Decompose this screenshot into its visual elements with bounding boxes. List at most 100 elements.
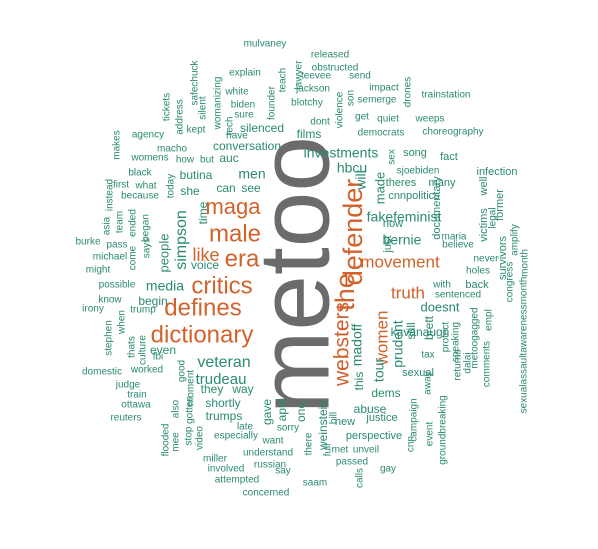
word-metoogagged: metoogagged xyxy=(470,307,481,368)
word-domestic: domestic xyxy=(82,367,122,378)
word-irony: irony xyxy=(82,304,104,315)
word-burke: burke xyxy=(75,237,100,248)
word-silenced: silenced xyxy=(240,121,284,135)
word-explain: explain xyxy=(229,68,261,79)
word-met: met xyxy=(332,445,349,456)
word-will: will xyxy=(353,170,369,190)
word-fact: fact xyxy=(440,151,458,163)
word-bill: bill xyxy=(329,412,340,424)
word-gay: gay xyxy=(380,464,396,475)
word-mulvaney: mulvaney xyxy=(244,39,287,50)
word-men: men xyxy=(238,166,265,182)
word-today: today xyxy=(166,174,177,198)
word-critics: critics xyxy=(191,272,252,299)
word-good: good xyxy=(177,360,188,382)
word-fakefeminist: fakefeminist xyxy=(367,209,442,225)
word-websters: websters xyxy=(331,302,354,387)
word-dictionary: dictionary xyxy=(151,321,254,348)
word-saam: saam xyxy=(303,478,327,489)
word-impact: impact xyxy=(369,83,399,94)
word-veteran: veteran xyxy=(197,354,250,371)
word-conversation: conversation xyxy=(213,139,281,153)
word-dalai: dalai xyxy=(463,352,474,373)
word-makes: makes xyxy=(112,130,123,159)
word-brett: brett xyxy=(422,315,436,340)
word-what: what xyxy=(134,181,156,192)
word-want: want xyxy=(261,436,283,447)
word-movement: movement xyxy=(360,252,440,271)
word-lawyer: lawyer xyxy=(294,60,305,90)
word-sentenced: sentenced xyxy=(435,290,481,301)
word-ended: ended xyxy=(128,209,139,237)
word-womens: womens xyxy=(130,153,168,164)
word-cnn: cnn xyxy=(406,436,417,452)
word-truth: truth xyxy=(391,283,425,302)
word-son: son xyxy=(346,90,357,106)
word-violence: violence xyxy=(335,91,346,128)
word-april: april xyxy=(275,399,289,422)
word-month: month xyxy=(520,249,531,277)
word-flooded: flooded xyxy=(161,424,172,457)
word-released: released xyxy=(311,50,349,61)
word-sexual: sexual xyxy=(402,367,434,379)
word-trainstation: trainstation xyxy=(422,90,471,101)
word-victims: victims xyxy=(478,208,490,242)
word-obstructed: obstructed xyxy=(312,63,359,74)
word-democrats: democrats xyxy=(358,128,405,139)
word-sex: sex xyxy=(387,149,398,165)
word-congress: congress xyxy=(505,262,516,303)
word-train: train xyxy=(127,390,146,401)
word-tickets: tickets xyxy=(162,93,173,121)
word-they: they xyxy=(201,382,224,396)
word-weinstein: weinstein xyxy=(316,400,330,451)
word-says: says xyxy=(142,238,153,259)
word-agency: agency xyxy=(132,130,164,141)
word-people: people xyxy=(156,233,171,272)
word-teevee: teevee xyxy=(301,71,331,82)
word-michael: michael xyxy=(93,252,127,263)
word-groundbreaking: groundbreaking xyxy=(438,395,449,465)
word-made: made xyxy=(372,172,387,205)
word-metoo: metoo xyxy=(238,136,350,414)
word-dems: dems xyxy=(371,386,400,400)
word-calls: calls xyxy=(355,468,366,488)
word-maga: maga xyxy=(205,194,261,219)
word-butina: butina xyxy=(180,168,213,182)
word-dont: dont xyxy=(310,117,330,128)
word-late: late xyxy=(237,422,254,433)
word-possible: possible xyxy=(99,280,136,291)
word-stop: stop xyxy=(184,426,195,445)
word-full: full xyxy=(323,444,334,457)
word-white: white xyxy=(224,87,249,98)
word-hbcu: hbcu xyxy=(337,160,367,176)
word-fbi: fbi xyxy=(153,352,164,363)
word-cnnpolitics: cnnpolitics xyxy=(388,190,440,202)
word-asia: asia xyxy=(102,216,113,235)
word-male: male xyxy=(209,220,261,247)
word-black: black xyxy=(128,168,152,179)
word-kavanaugh: kavanaugh xyxy=(391,325,450,339)
word-can: can xyxy=(216,181,235,195)
word-auc: auc xyxy=(219,151,238,165)
word-the: the xyxy=(330,273,360,311)
word-begin: begin xyxy=(138,294,167,308)
word-mee: mee xyxy=(171,432,182,452)
word-shortly: shortly xyxy=(205,396,240,410)
word-thats: thats xyxy=(127,336,138,358)
word-because: because xyxy=(121,191,159,202)
word-teach: teach xyxy=(278,68,289,92)
word-she: she xyxy=(180,184,200,198)
word-began: began xyxy=(141,214,152,242)
word-involved: involved xyxy=(208,464,245,475)
word-protect: protect xyxy=(441,321,452,352)
word-there: there xyxy=(304,432,315,455)
word-amplify: amplify xyxy=(510,224,521,256)
word-kept: kept xyxy=(187,125,206,136)
word-holes: holes xyxy=(466,266,490,277)
word-blotchy: blotchy xyxy=(291,98,323,109)
word-one: one xyxy=(294,402,308,422)
word-even: even xyxy=(150,343,176,357)
word-when: when xyxy=(117,310,128,335)
word-gotten: gotten xyxy=(185,396,196,424)
word-trudeau: trudeau xyxy=(196,371,247,388)
